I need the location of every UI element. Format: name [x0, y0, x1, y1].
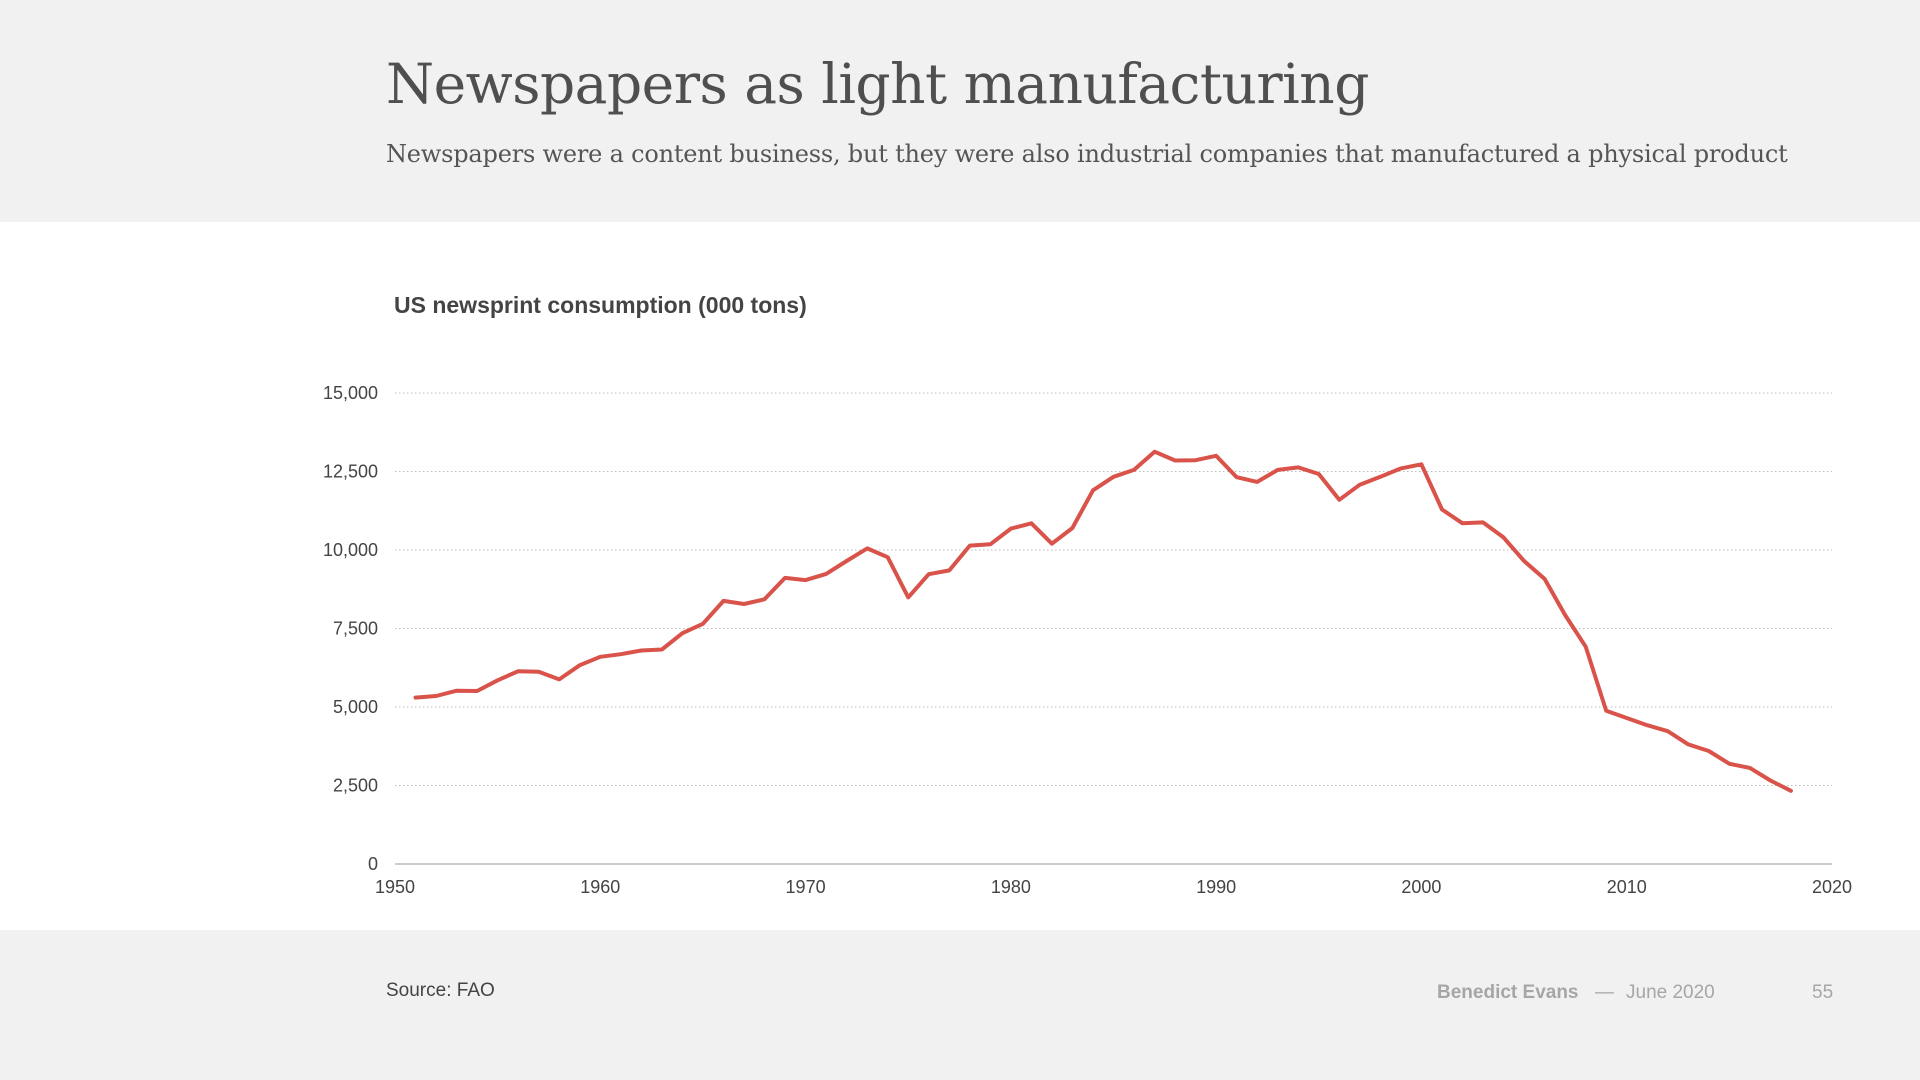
source-note: Source: FAO [386, 980, 495, 1001]
page-number: 55 [1812, 982, 1834, 1003]
chart-title: US newsprint consumption (000 tons) [394, 292, 807, 318]
x-tick-label: 2010 [1607, 877, 1647, 897]
page-subtitle: Newspapers were a content business, but … [386, 140, 1788, 168]
y-tick-label: 2,500 [333, 776, 378, 796]
y-tick-label: 12,500 [323, 462, 378, 482]
y-tick-label: 7,500 [333, 619, 378, 639]
x-tick-label: 1970 [786, 877, 826, 897]
footer-band [0, 930, 1920, 1080]
y-tick-label: 15,000 [323, 383, 378, 403]
series-line [413, 449, 1793, 793]
y-tick-label: 0 [368, 854, 378, 874]
y-tick-label: 10,000 [323, 540, 378, 560]
x-tick-label: 1950 [375, 877, 415, 897]
x-tick-label: 2000 [1401, 877, 1441, 897]
page-title: Newspapers as light manufacturing [386, 52, 1369, 116]
footer-date: June 2020 [1626, 982, 1715, 1003]
x-tick-label: 1960 [580, 877, 620, 897]
x-tick-label: 2020 [1812, 877, 1852, 897]
header-band: Newspapers as light manufacturing Newspa… [0, 0, 1920, 222]
x-tick-label: 1980 [991, 877, 1031, 897]
author-name: Benedict Evans [1437, 982, 1579, 1003]
footer-separator: — [1595, 982, 1614, 1003]
x-tick-label: 1990 [1196, 877, 1236, 897]
line-chart: 0 2,500 5,000 7,500 10,000 12,500 15,000 1950 19… [323, 383, 1852, 897]
y-tick-label: 5,000 [333, 697, 378, 717]
